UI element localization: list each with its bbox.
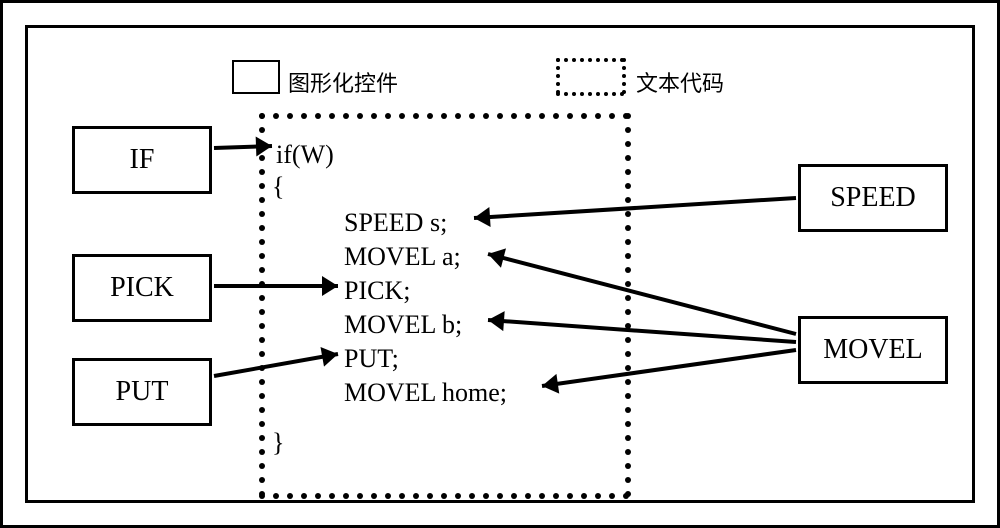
code-line-if: if(W) xyxy=(276,140,334,170)
control-pick-label: PICK xyxy=(110,272,174,304)
code-line-movel-b: MOVEL b; xyxy=(344,310,462,340)
legend-solid-box xyxy=(232,60,280,94)
control-put-label: PUT xyxy=(116,376,169,408)
control-pick: PICK xyxy=(72,254,212,322)
control-if: IF xyxy=(72,126,212,194)
code-line-movel-home: MOVEL home; xyxy=(344,378,507,408)
control-put: PUT xyxy=(72,358,212,426)
code-line-speed: SPEED s; xyxy=(344,208,447,238)
legend-solid-label: 图形化控件 xyxy=(288,66,398,98)
code-line-brace-close: } xyxy=(272,428,284,458)
control-movel-label: MOVEL xyxy=(823,334,923,366)
code-line-brace-open: { xyxy=(272,172,284,202)
code-line-put: PUT; xyxy=(344,344,399,374)
control-movel: MOVEL xyxy=(798,316,948,384)
outer-frame: 图形化控件 文本代码 IF PICK PUT SPEED MOVEL if(W)… xyxy=(0,0,1000,528)
code-line-movel-a: MOVEL a; xyxy=(344,242,461,272)
control-speed-label: SPEED xyxy=(830,182,916,214)
inner-frame: 图形化控件 文本代码 IF PICK PUT SPEED MOVEL if(W)… xyxy=(25,25,975,503)
control-if-label: IF xyxy=(130,144,155,176)
legend-dotted-label: 文本代码 xyxy=(636,66,724,98)
control-speed: SPEED xyxy=(798,164,948,232)
code-line-pick: PICK; xyxy=(344,276,410,306)
